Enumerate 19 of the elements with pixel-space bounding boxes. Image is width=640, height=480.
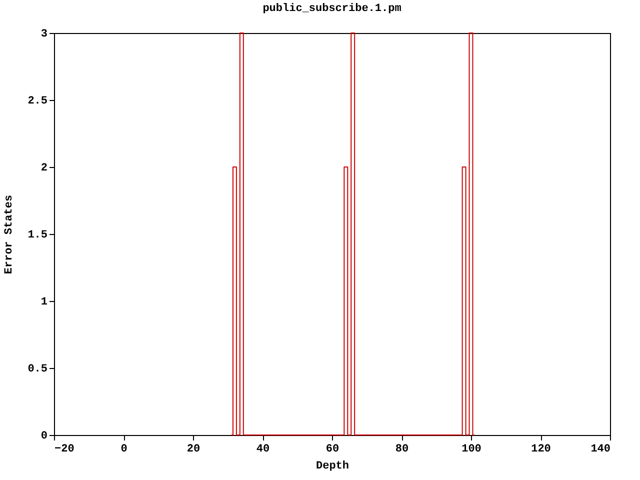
y-tick-label: 0: [40, 430, 48, 442]
x-axis-title: Depth: [316, 460, 350, 472]
y-tick-label: 2: [40, 162, 48, 174]
x-tick-label: 40: [256, 444, 270, 456]
x-tick-label: 0: [120, 444, 128, 456]
x-tick-label: 20: [186, 444, 200, 456]
x-tick-label: 140: [590, 444, 610, 456]
chart-title: public_subscribe.1.pm: [262, 3, 402, 15]
x-tick-label: 60: [326, 444, 340, 456]
y-tick-label: 1.5: [28, 230, 48, 242]
y-tick-label: 2.5: [28, 96, 48, 108]
y-tick-label: 3: [40, 28, 48, 40]
x-tick-label: −20: [54, 444, 74, 456]
y-axis-title: Error States: [4, 194, 16, 274]
x-tick-label: 80: [395, 444, 409, 456]
x-tick-label: 120: [531, 444, 551, 456]
y-tick-label: 1: [40, 296, 48, 308]
x-tick-label: 100: [462, 444, 482, 456]
y-tick-label: 0.5: [28, 364, 48, 376]
